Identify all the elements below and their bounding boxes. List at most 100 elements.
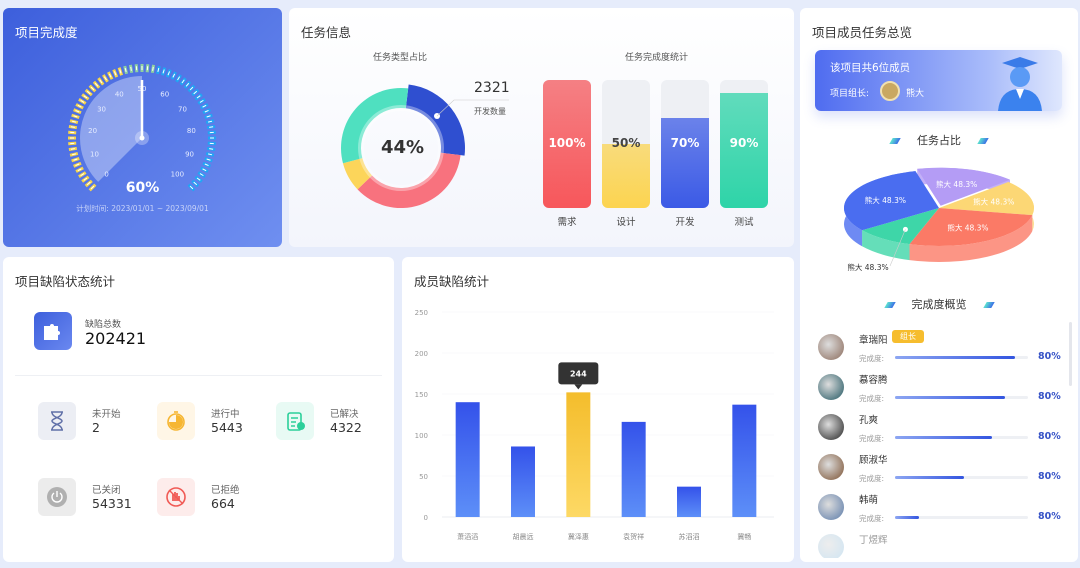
x-tick-label: 袁贺祥 [623, 532, 644, 541]
defect-status-item: 已拒绝 664 [157, 478, 267, 518]
gauge-tick-mark [204, 163, 209, 167]
defect-status-item: 已关闭 54331 [38, 478, 148, 518]
members-banner: 该项目共6位成员 项目组长: 熊大 [815, 50, 1062, 111]
avatar [818, 454, 844, 480]
gauge-tick-label: 30 [97, 106, 106, 114]
decor-icon [982, 302, 995, 308]
progress-bar [895, 516, 919, 519]
gauge-tick-mark [99, 79, 103, 84]
gauge-tick-label: 100 [171, 170, 184, 178]
donut-segment [357, 152, 461, 208]
gauge-tick-mark [206, 115, 211, 118]
pie-slice-side [909, 215, 1033, 262]
gauge-tick-mark [73, 158, 78, 161]
donut-segment [342, 158, 372, 190]
plan-label: 计划时间: [76, 204, 109, 213]
member-defect-chart: 0 50 100 150 200 250 萧滔滔 胡晨远 冀泽惠 244 袁贺祥 苏滔滔 冀畅 [415, 309, 774, 541]
avatar [818, 374, 844, 400]
avatar [818, 334, 844, 360]
gauge-tick-mark [77, 104, 82, 108]
pie-slice [917, 167, 1011, 206]
panel-title: 成员缺陷统计 [414, 274, 490, 289]
status-value: 54331 [92, 496, 132, 511]
pie-label: 熊大 48.3% [847, 262, 888, 272]
member-item[interactable]: 孔爽 完成度: 80% [818, 414, 1062, 450]
defect-status-item: 已解决 4322 [276, 402, 386, 442]
completion-panel: 项目完成度 0102030405060708090100 60% 计划时间: 2… [3, 8, 282, 247]
gauge-tick-mark [80, 173, 85, 177]
total-value: 202421 [85, 329, 147, 348]
hourglass-icon [51, 411, 63, 431]
gauge-tick-mark [177, 76, 181, 81]
progress-track [895, 356, 1028, 359]
member-item[interactable]: 丁煜辉 [818, 534, 1062, 558]
divider [15, 375, 382, 376]
gauge-tick-label: 70 [178, 106, 187, 114]
member-name: 顾淑华 [859, 455, 888, 466]
x-tick-label: 冀畅 [737, 532, 751, 541]
bar [566, 392, 591, 517]
pie-title-text: 任务占比 [917, 134, 961, 147]
gauge-tick-mark [199, 173, 204, 177]
pie-label: 熊大 48.3% [947, 223, 988, 233]
y-tick-label: 200 [415, 350, 428, 358]
gauge-tick-mark [80, 99, 85, 103]
callout-label: 开发数量 [474, 107, 506, 116]
pie-label-line [889, 229, 906, 267]
overview-title-text: 完成度概览 [911, 298, 967, 311]
members-panel: 项目成员任务总览 该项目共6位成员 项目组长: 熊大 任务占比 熊大 48.3%… [800, 8, 1078, 562]
member-percent: 80% [1038, 391, 1061, 402]
icon-box [157, 478, 195, 516]
cylinder-label: 需求 [557, 217, 577, 228]
member-percent: 80% [1038, 351, 1061, 362]
member-item[interactable]: 慕容腾 完成度: 80% [818, 374, 1062, 410]
member-name: 孔爽 [859, 415, 879, 426]
pie-label: 熊大 48.3% [865, 195, 906, 205]
progress-track [895, 476, 1028, 479]
donut-segment [341, 88, 409, 164]
pie-slice [939, 182, 1034, 216]
power-icon [47, 487, 67, 507]
avatar [818, 414, 844, 440]
member-list[interactable]: 章瑞阳 组长 完成度: 80% 慕容腾 完成度: 80% 孔爽 完成度: 80% 顾淑华 完成度: 80… [800, 328, 1078, 558]
forbidden-hand-icon [166, 487, 186, 507]
status-label: 已解决 [330, 409, 359, 420]
member-name: 丁煜辉 [859, 535, 888, 546]
cylinder-fill [602, 144, 650, 208]
plan-end: 2023/09/01 [165, 204, 209, 213]
pie-slice [909, 208, 1033, 246]
completion-label: 完成度: [859, 514, 885, 523]
progress-bar [895, 436, 993, 439]
icon-box [38, 478, 76, 516]
gauge-tick-mark [70, 126, 75, 128]
status-value: 664 [211, 496, 235, 511]
pie-slice [862, 208, 939, 245]
progress-track [895, 436, 1028, 439]
scrollbar[interactable] [1069, 322, 1072, 386]
plan-time: 计划时间: 2023/01/01 ~ 2023/09/01 [3, 203, 282, 214]
panel-title: 任务信息 [301, 25, 352, 40]
gauge-tick-label: 40 [115, 90, 124, 98]
leader-name: 熊大 [906, 89, 925, 99]
progress-track [895, 516, 1028, 519]
y-tick-label: 100 [415, 432, 428, 440]
avatar [818, 494, 844, 520]
clipboard-check-icon [287, 412, 305, 431]
gauge-tick-mark [75, 163, 80, 167]
icon-box [276, 402, 314, 440]
completion-cylinder: 90% [720, 80, 768, 208]
gauge-tick-mark [196, 95, 201, 99]
cylinder-label: 开发 [675, 217, 695, 228]
gauge-tick-mark [90, 185, 95, 190]
member-item[interactable]: 章瑞阳 组长 完成度: 80% [818, 330, 1062, 370]
x-tick-label: 苏滔滔 [679, 532, 700, 541]
gauge-tick-mark [71, 120, 76, 123]
gauge-tick-label: 60 [160, 90, 169, 98]
icon-box [157, 402, 195, 440]
member-name: 韩萌 [859, 495, 879, 506]
progress-track [895, 396, 1028, 399]
member-item[interactable]: 韩萌 完成度: 80% [818, 494, 1062, 530]
status-value: 4322 [330, 420, 362, 435]
completion-cylinder: 100% [543, 80, 591, 208]
member-item[interactable]: 顾淑华 完成度: 80% [818, 454, 1062, 490]
